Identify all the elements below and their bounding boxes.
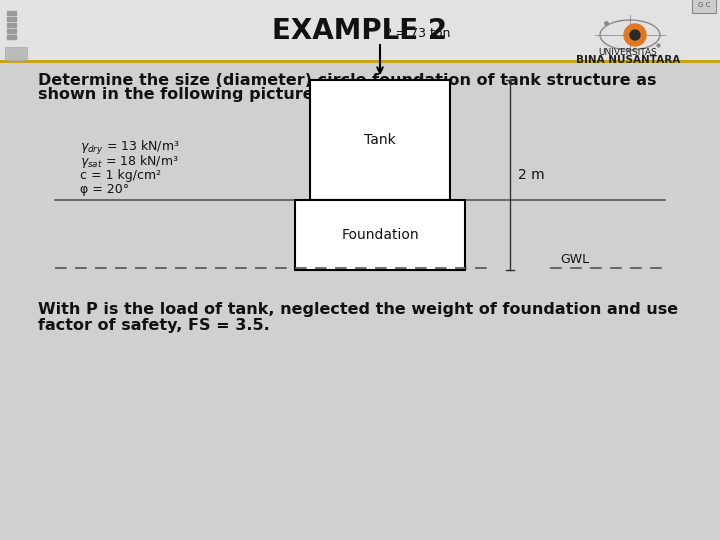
Bar <box>295 200 465 270</box>
Text: P = 73 ton: P = 73 ton <box>384 27 451 40</box>
Text: EXAMPLE 2: EXAMPLE 2 <box>272 17 448 45</box>
Bar <box>310 80 450 200</box>
Text: With P is the load of tank, neglected the weight of foundation and use: With P is the load of tank, neglected th… <box>38 302 678 317</box>
Text: Tank: Tank <box>364 133 396 147</box>
Bar <box>5 47 27 60</box>
Text: shown in the following picture: shown in the following picture <box>38 87 314 102</box>
Text: φ = 20°: φ = 20° <box>80 184 129 197</box>
Text: GWL: GWL <box>560 253 589 266</box>
Circle shape <box>630 30 640 40</box>
Text: c = 1 kg/cm²: c = 1 kg/cm² <box>80 170 161 183</box>
Circle shape <box>624 24 646 46</box>
Bar <box>692 0 716 13</box>
Text: G C: G C <box>698 2 710 8</box>
Text: BINA NUSANTARA: BINA NUSANTARA <box>576 55 680 65</box>
Bar <box>0 0 720 60</box>
Text: UNIVERSITAS: UNIVERSITAS <box>598 48 657 57</box>
Text: factor of safety, FS = 3.5.: factor of safety, FS = 3.5. <box>38 318 270 333</box>
Text: $\gamma_{dry}$ = 13 kN/m³: $\gamma_{dry}$ = 13 kN/m³ <box>80 139 180 157</box>
Text: 2 m: 2 m <box>518 168 544 182</box>
Bar <box>0 60 720 63</box>
Text: Determine the size (diameter) circle foundation of tank structure as: Determine the size (diameter) circle fou… <box>38 73 657 88</box>
Text: Foundation: Foundation <box>341 228 419 242</box>
Text: $\gamma_{sat}$ = 18 kN/m³: $\gamma_{sat}$ = 18 kN/m³ <box>80 153 179 171</box>
